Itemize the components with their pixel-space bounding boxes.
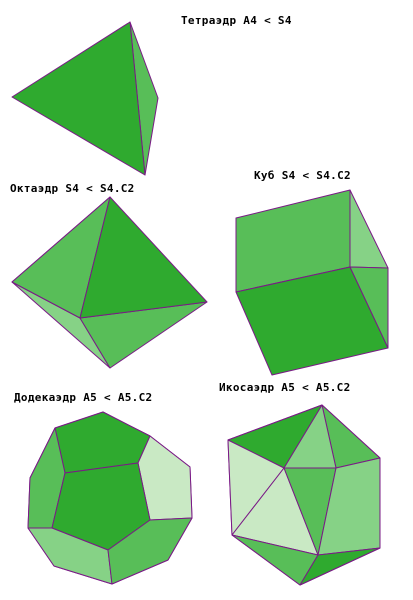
dodecahedron <box>27 411 193 585</box>
octahedron-label: Октаэдр S4 < S4.C2 <box>10 182 135 195</box>
cube-right-lower-face <box>349 266 389 349</box>
icosahedron-label: Икосаэдр A5 < A5.C2 <box>219 381 351 394</box>
octahedron-upper-right-face <box>79 196 208 319</box>
cube <box>235 189 389 376</box>
dodecahedron-label: Додекаэдр A5 < A5.C2 <box>14 391 153 404</box>
icosahedron-bottom-right-face <box>299 547 381 586</box>
dodecahedron-bottom-face <box>27 527 113 585</box>
icosahedron <box>227 404 381 586</box>
tetrahedron-label: Тетраэдр A4 < S4 <box>181 14 292 27</box>
tetrahedron <box>11 21 159 176</box>
tetrahedron-front-face <box>11 21 146 176</box>
dodecahedron-right-lower-face <box>107 517 193 585</box>
octahedron <box>11 196 208 369</box>
cube-right-upper-face <box>349 189 389 269</box>
cube-label: Куб S4 < S4.C2 <box>254 169 351 182</box>
